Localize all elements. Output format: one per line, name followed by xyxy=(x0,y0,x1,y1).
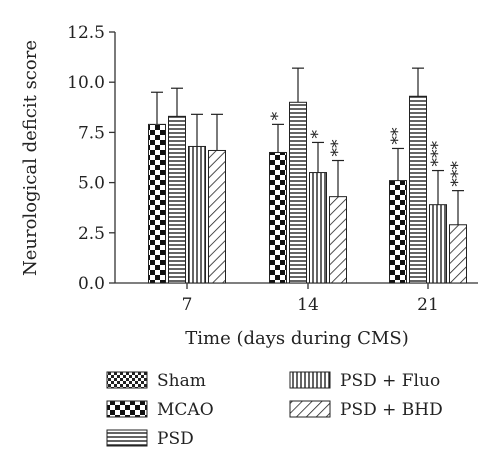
bar xyxy=(449,224,467,284)
significance-marker: *** xyxy=(448,161,468,187)
x-tick-label: 14 xyxy=(297,295,319,315)
bar xyxy=(309,172,327,284)
significance-marker: ** xyxy=(328,139,348,157)
significance-marker: *** xyxy=(428,141,448,167)
y-tick-label: 10.0 xyxy=(67,73,105,93)
bars: ************ xyxy=(148,67,468,284)
bar xyxy=(389,180,407,284)
legend: Sham MCAO PSD PSD + Fluo PSD + BHD xyxy=(106,371,443,449)
bar xyxy=(289,101,307,284)
legend-label: PSD + Fluo xyxy=(340,371,440,391)
bar xyxy=(429,204,447,284)
bar xyxy=(329,196,347,284)
x-axis-title: Time (days during CMS) xyxy=(185,328,408,349)
significance-marker: ** xyxy=(388,127,408,145)
bar xyxy=(168,115,186,284)
y-tick-label: 12.5 xyxy=(67,23,105,43)
bar xyxy=(269,151,287,284)
significance-marker: * xyxy=(308,129,328,138)
y-ticks: 0.0 2.5 5.0 7.5 10.0 12.5 xyxy=(67,23,115,294)
legend-swatch xyxy=(106,371,148,389)
legend-swatch xyxy=(289,400,331,418)
x-tick-label: 7 xyxy=(182,295,193,315)
legend-swatch xyxy=(289,371,331,389)
bar xyxy=(188,145,206,284)
y-tick-label: 0.0 xyxy=(78,274,105,294)
legend-label: MCAO xyxy=(157,400,214,420)
bar xyxy=(148,123,166,284)
y-tick-label: 2.5 xyxy=(78,224,105,244)
x-tick-label: 21 xyxy=(417,295,439,315)
bar xyxy=(208,149,226,284)
legend-swatch xyxy=(106,429,148,447)
significance-marker: * xyxy=(268,111,288,120)
y-axis-title: Neurological deficit score xyxy=(20,40,41,276)
legend-label: PSD xyxy=(157,429,194,449)
legend-label: Sham xyxy=(157,371,206,391)
y-tick-label: 7.5 xyxy=(78,123,105,143)
y-tick-label: 5.0 xyxy=(78,174,105,194)
legend-label: PSD + BHD xyxy=(340,400,443,420)
legend-swatch xyxy=(106,400,148,418)
bar xyxy=(409,95,427,284)
x-ticks: 7 14 21 xyxy=(182,283,439,315)
